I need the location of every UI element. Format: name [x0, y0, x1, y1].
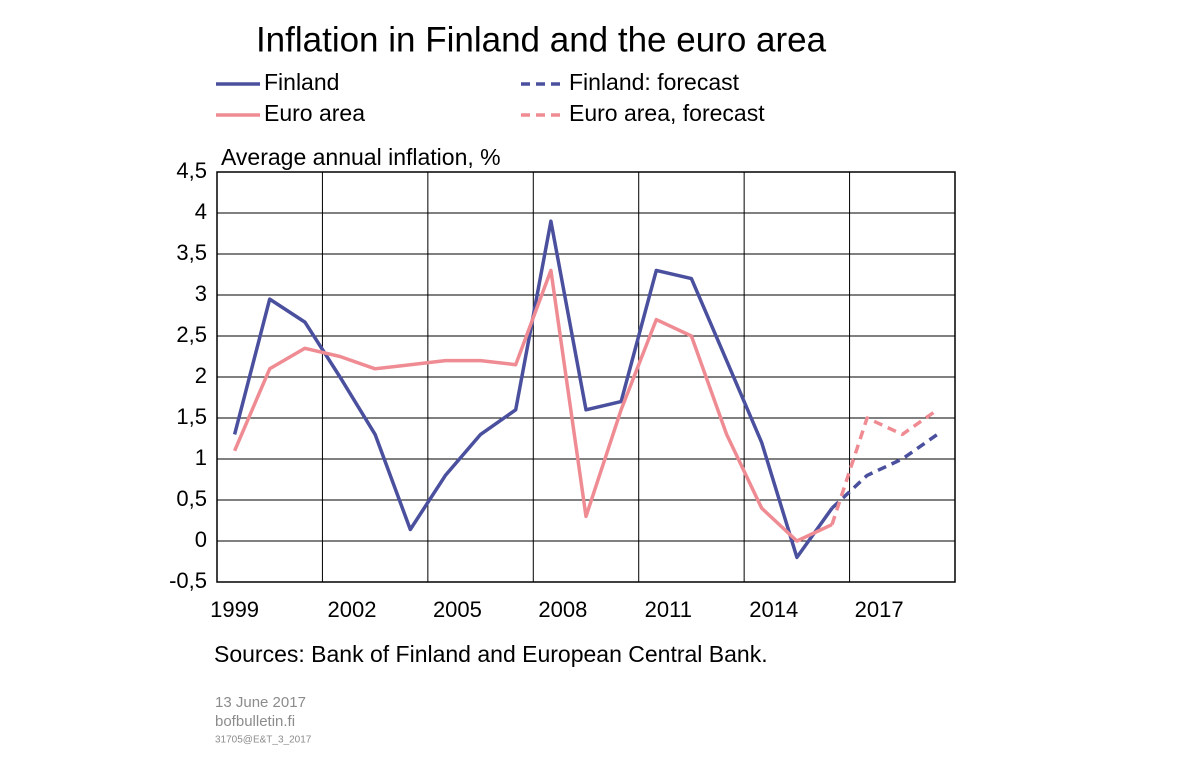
- date-note: 13 June 2017: [215, 694, 306, 711]
- y-tick-label: 4: [195, 199, 207, 224]
- legend-label: Finland: forecast: [569, 69, 740, 95]
- y-tick-label: 3: [195, 281, 207, 306]
- series-line: [232, 268, 833, 543]
- y-tick-label: 0: [195, 527, 207, 552]
- x-tick-label: 1999: [210, 597, 259, 622]
- y-tick-label: 3,5: [176, 240, 207, 265]
- x-tick-label: 2011: [645, 597, 692, 622]
- x-tick-label: 2005: [433, 597, 482, 622]
- legend-label: Euro area, forecast: [569, 100, 765, 126]
- code-note: 31705@E&T_3_2017: [215, 735, 312, 746]
- x-tick-label: 2014: [749, 597, 798, 622]
- y-tick-label: 2: [195, 363, 207, 388]
- y-tick-label: 1,5: [176, 404, 207, 429]
- y-tick-label: 4,5: [176, 158, 207, 183]
- series-line: [830, 432, 939, 510]
- y-axis-label: Average annual inflation, %: [221, 144, 501, 170]
- y-tick-label: 2,5: [176, 322, 207, 347]
- legend-label: Euro area: [264, 100, 365, 126]
- x-tick-label: 2017: [855, 597, 904, 622]
- source-note: Sources: Bank of Finland and European Ce…: [214, 641, 768, 667]
- site-note: bofbulletin.fi: [215, 713, 295, 730]
- x-tick-label: 2008: [538, 597, 587, 622]
- legend-label: Finland: [264, 69, 339, 95]
- chart-title: Inflation in Finland and the euro area: [256, 20, 827, 59]
- y-tick-label: 0,5: [176, 486, 207, 511]
- series-line: [830, 408, 939, 526]
- y-tick-label: -0,5: [169, 568, 207, 593]
- y-tick-label: 1: [195, 445, 207, 470]
- plot-frame: [216, 171, 956, 583]
- x-tick-label: 2002: [328, 597, 377, 622]
